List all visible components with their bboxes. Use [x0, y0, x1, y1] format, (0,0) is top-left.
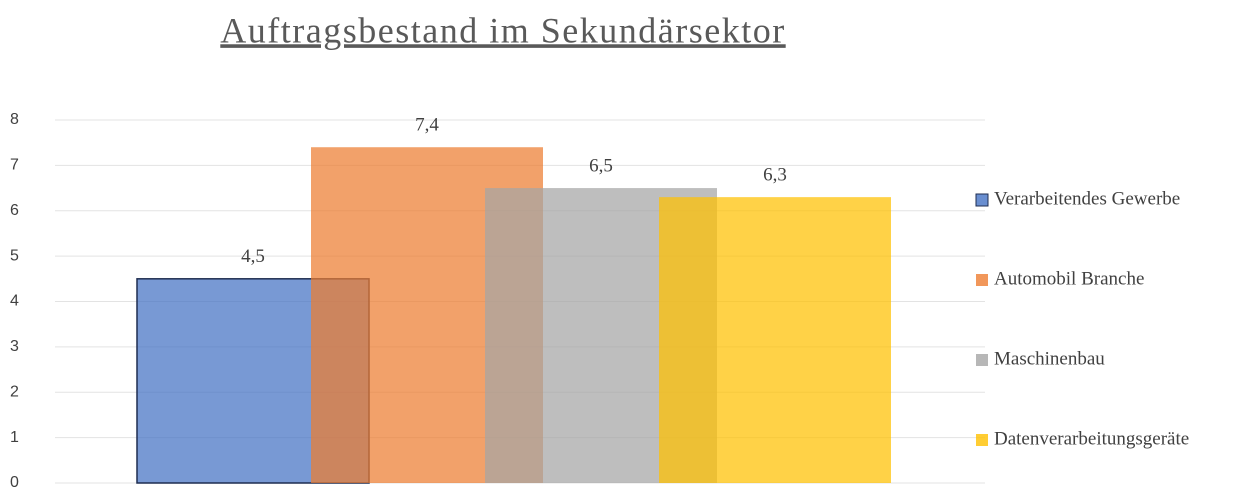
y-tick-label: 0	[10, 474, 19, 491]
y-tick-label: 8	[10, 111, 19, 128]
legend-label: Automobil Branche	[994, 268, 1144, 289]
legend-label: Maschinenbau	[994, 348, 1105, 369]
value-label: 6,3	[763, 164, 787, 185]
value-label: 4,5	[241, 246, 265, 267]
legend-swatch	[975, 193, 989, 207]
legend-swatch	[976, 274, 988, 286]
bar	[659, 197, 891, 483]
legend-swatch	[976, 354, 988, 366]
legend-swatch	[976, 434, 988, 446]
value-label: 7,4	[415, 115, 439, 136]
legend-label: Verarbeitendes Gewerbe	[994, 188, 1180, 209]
y-tick-label: 1	[10, 429, 19, 446]
y-tick-label: 5	[10, 247, 19, 264]
chart-title: Auftragsbestand im Sekundärsektor	[220, 10, 785, 50]
y-tick-label: 6	[10, 202, 19, 219]
legend-label: Datenverarbeitungsgeräte	[994, 428, 1189, 449]
y-tick-label: 4	[10, 293, 19, 310]
y-tick-label: 7	[10, 157, 19, 174]
y-tick-label: 2	[10, 383, 19, 400]
y-tick-label: 3	[10, 338, 19, 355]
value-label: 6,5	[589, 155, 613, 176]
